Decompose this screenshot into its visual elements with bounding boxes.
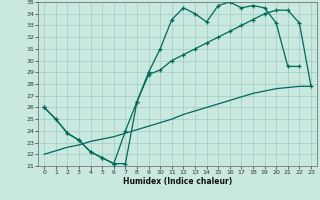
X-axis label: Humidex (Indice chaleur): Humidex (Indice chaleur) [123, 177, 232, 186]
